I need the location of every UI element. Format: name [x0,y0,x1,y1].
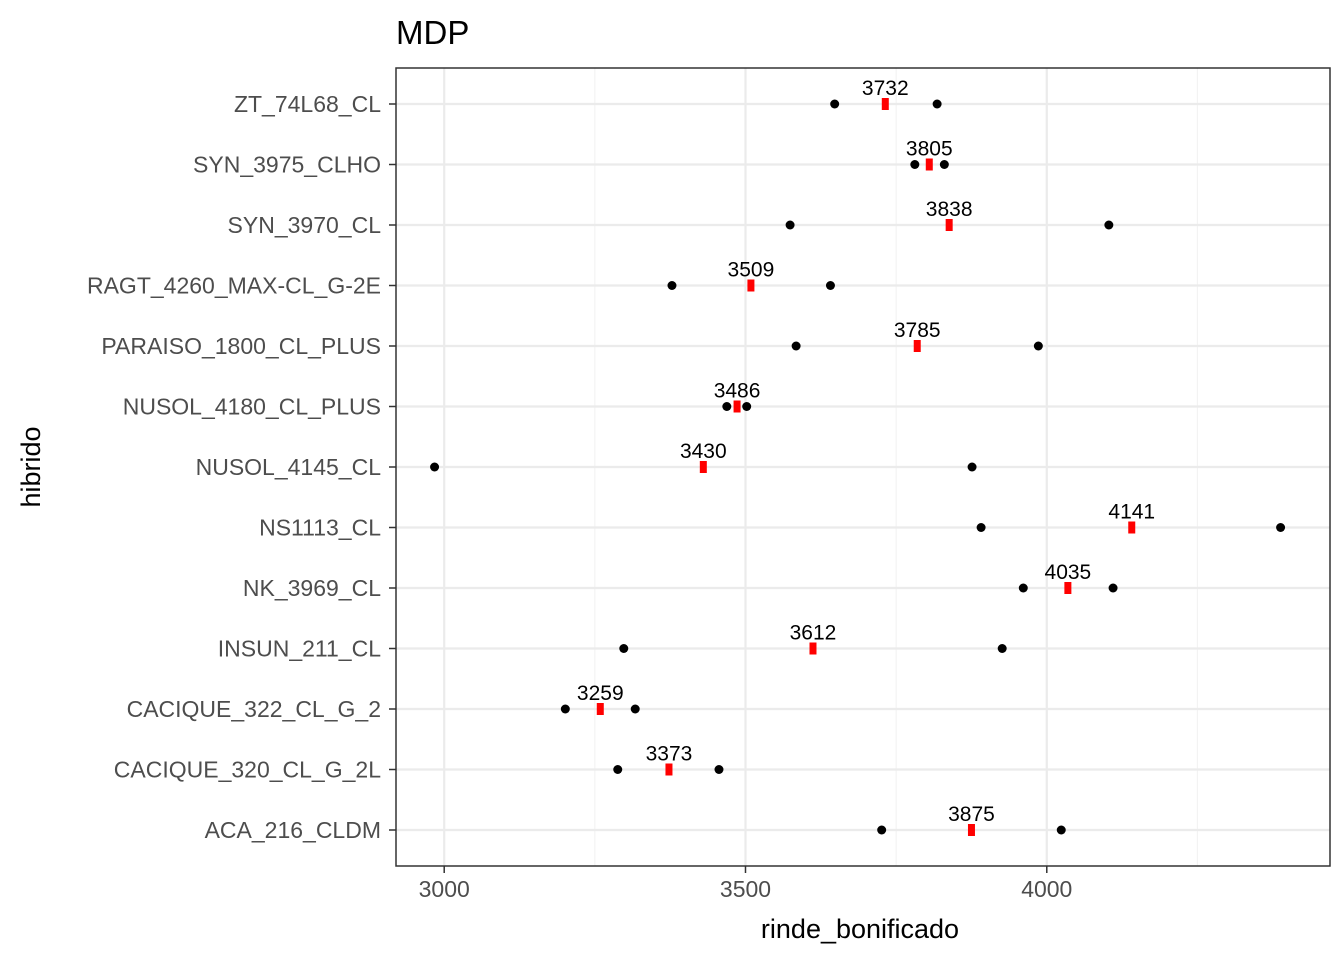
observation-point [619,644,629,653]
chart-title: MDP [396,14,469,51]
y-tick-label: NUSOL_4145_CL [196,454,382,480]
mean-marker [925,158,933,171]
axes: ZT_74L68_CL SYN_3975_CLHO SYN_3970_CL RAGT_… [87,91,1072,902]
observation-point [932,99,942,109]
observation-point [976,523,986,532]
observation-point [877,825,887,835]
y-tick-label: NUSOL_4180_CL_PLUS [123,394,381,420]
y-tick-label: NS1113_CL [259,515,381,541]
y-tick-label: CACIQUE_322_CL_G_2 [127,696,381,722]
y-tick-label: CACIQUE_320_CL_G_2L [114,757,381,783]
mean-value-label: 3259 [577,682,624,705]
observation-point [910,160,920,169]
observation-point [1104,220,1114,230]
mean-marker [699,461,707,473]
mean-marker [913,340,921,352]
mean-marker [881,98,889,110]
x-tick-label: 4000 [1021,876,1072,902]
observation-point [967,462,977,472]
y-tick-label: NK_3969_CL [243,575,381,601]
x-axis-title: rinde_bonificado [761,914,959,944]
x-tick-label: 3000 [419,876,470,902]
observation-point [667,281,677,290]
y-tick-label: ACA_216_CLDM [205,817,381,843]
mean-value-label: 3875 [948,803,995,826]
y-tick-label: INSUN_211_CL [218,636,381,662]
mean-value-label: 3509 [728,259,775,282]
observation-point [630,704,640,714]
observation-point [791,341,801,351]
observation-point [939,160,949,169]
observation-point [1033,341,1043,351]
mean-value-label: 3373 [646,743,693,766]
mean-marker [1064,582,1072,594]
mean-value-label: 4141 [1108,501,1155,524]
mean-value-label: 3612 [790,622,837,645]
y-tick-label: SYN_3975_CLHO [193,152,381,178]
mean-value-label: 3486 [714,380,761,403]
data-points: 3732 3805 3838 3509 3785 3486 3430 4141 4035 3612… [430,77,1286,836]
mean-marker [747,279,755,292]
y-axis-title: hibrido [16,426,46,507]
observation-point [830,99,840,109]
observation-point [785,220,795,230]
observation-point [1108,583,1118,593]
mean-value-label: 3430 [680,440,727,463]
observation-point [714,765,724,774]
mean-marker [967,824,975,836]
observation-point [825,281,835,290]
mean-value-label: 3805 [906,138,953,161]
y-tick-label: RAGT_4260_MAX-CL_G-2E [87,273,381,299]
mean-marker [809,642,817,655]
observation-point [1018,583,1028,593]
y-tick-label: ZT_74L68_CL [234,91,381,117]
mean-marker [733,400,741,413]
observation-point [1056,825,1066,835]
observation-point [1276,523,1286,532]
grid-lines [396,68,1330,866]
mean-value-label: 3838 [926,198,973,221]
observation-point [560,704,570,714]
x-tick-label: 3500 [720,876,771,902]
mean-marker [665,763,673,776]
y-tick-label: PARAISO_1800_CL_PLUS [101,333,381,359]
mean-value-label: 3785 [894,319,941,342]
mean-value-label: 3732 [862,77,909,100]
observation-point [722,402,732,411]
observation-point [742,402,752,411]
observation-point [613,765,623,774]
y-tick-label: SYN_3970_CL [228,212,382,238]
mean-marker [945,219,953,231]
observation-point [997,644,1007,653]
mean-marker [596,703,604,715]
mean-marker [1128,521,1136,534]
mean-value-label: 4035 [1045,561,1092,584]
observation-point [430,462,440,472]
